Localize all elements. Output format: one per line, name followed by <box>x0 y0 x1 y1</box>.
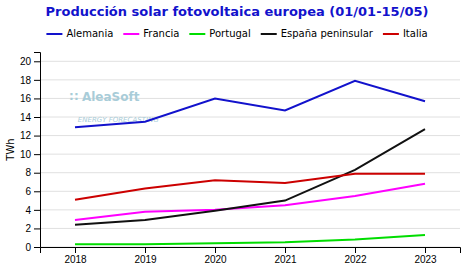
y-tick-mark <box>34 98 40 99</box>
y-tick-label: 18 <box>20 75 32 86</box>
legend-item: Alemania <box>46 28 113 39</box>
legend-swatch <box>261 33 277 35</box>
y-tick-mark <box>34 191 40 192</box>
y-tick-label: 0 <box>25 242 31 253</box>
x-tick: 2018 <box>64 247 87 265</box>
plot: 2018 2019 2020 2021 2022 2023 0 2 4 6 8 10 12 14 16 18 2… <box>20 53 461 266</box>
x-tick-mark <box>75 247 76 253</box>
x-tick: 2023 <box>414 247 437 265</box>
y-tick: 8 <box>25 167 40 178</box>
y-tick: 10 <box>20 149 40 160</box>
y-tick: 14 <box>20 112 40 123</box>
legend-label: Portugal <box>209 28 250 39</box>
y-tick: 16 <box>20 93 40 104</box>
y-tick-label: 12 <box>20 130 32 141</box>
y-tick: 20 <box>20 56 40 67</box>
y-tick-label: 4 <box>25 205 31 216</box>
legend-item: Francia <box>123 28 179 39</box>
grid-line <box>40 79 460 80</box>
y-tick-mark <box>34 117 40 118</box>
x-tick-label: 2023 <box>414 254 437 265</box>
legend-item: Italia <box>383 28 428 39</box>
grid-line <box>40 191 460 192</box>
legend-swatch <box>46 33 62 35</box>
legend: Alemania Francia Portugal España peninsular… <box>46 28 427 39</box>
series-line <box>75 235 425 244</box>
y-tick-label: 2 <box>25 223 31 234</box>
legend-swatch <box>123 33 139 35</box>
x-tick: 2020 <box>204 247 227 265</box>
y-axis: 0 2 4 6 8 10 12 14 16 18 20 <box>20 53 41 253</box>
grid-line <box>40 154 460 155</box>
y-tick-mark <box>34 136 40 137</box>
x-axis: 2018 2019 2020 2021 2022 2023 <box>41 247 461 265</box>
grid-line <box>40 228 460 229</box>
y-tick: 6 <box>25 186 40 197</box>
watermark: ∷ AleaSoft <box>69 90 139 104</box>
grid-line <box>40 61 460 62</box>
y-tick-mark <box>34 61 40 62</box>
x-tick-mark <box>145 247 146 253</box>
x-axis-line <box>41 248 461 254</box>
chart: Producción solar fotovoltaica europea (0… <box>0 0 474 271</box>
y-tick-label: 16 <box>20 93 32 104</box>
y-tick: 4 <box>25 205 40 216</box>
x-tick: 2022 <box>344 247 367 265</box>
legend-label: Italia <box>403 28 428 39</box>
x-tick-label: 2022 <box>344 254 367 265</box>
title: Producción solar fotovoltaica europea (0… <box>46 4 429 19</box>
y-tick: 18 <box>20 75 40 86</box>
y-tick: 0 <box>25 242 40 253</box>
y-tick-mark <box>34 210 40 211</box>
lines <box>75 81 425 244</box>
y-tick-label: 14 <box>20 112 32 123</box>
x-tick-label: 2021 <box>274 254 297 265</box>
legend-label: España peninsular <box>281 28 374 39</box>
x-tick-mark <box>355 247 356 253</box>
series-line <box>75 174 425 200</box>
y-tick-label: 8 <box>25 167 31 178</box>
y-axis-title: TWh <box>5 138 16 161</box>
series-line <box>75 81 425 127</box>
annotations: ∷ AleaSoftENERGY FORECASTING <box>69 90 159 124</box>
legend-label: Francia <box>143 28 179 39</box>
y-tick-mark <box>34 247 40 248</box>
y-tick-label: 10 <box>20 149 32 160</box>
y-tick-mark <box>34 154 40 155</box>
x-tick-mark <box>285 247 286 253</box>
y-tick-mark <box>34 228 40 229</box>
x-tick-label: 2019 <box>134 254 157 265</box>
x-tick-mark <box>215 247 216 253</box>
grid <box>40 61 460 247</box>
legend-swatch <box>383 33 399 35</box>
series-line <box>75 184 425 220</box>
x-tick: 2021 <box>274 247 297 265</box>
legend-item: España peninsular <box>261 28 374 39</box>
x-tick-label: 2020 <box>204 254 227 265</box>
grid-line <box>40 209 460 210</box>
grid-line <box>40 135 460 136</box>
y-tick-label: 20 <box>20 56 32 67</box>
x-tick-label: 2018 <box>64 254 87 265</box>
series-line <box>75 129 425 225</box>
legend-label: Alemania <box>66 28 113 39</box>
y-tick-mark <box>34 80 40 81</box>
y-tick: 12 <box>20 130 40 141</box>
y-tick-mark <box>34 173 40 174</box>
legend-swatch <box>189 33 205 35</box>
y-axis-line <box>34 53 41 248</box>
legend-item: Portugal <box>189 28 250 39</box>
x-tick-mark <box>425 247 426 253</box>
x-tick: 2019 <box>134 247 157 265</box>
y-tick: 2 <box>25 223 40 234</box>
y-tick-label: 6 <box>25 186 31 197</box>
